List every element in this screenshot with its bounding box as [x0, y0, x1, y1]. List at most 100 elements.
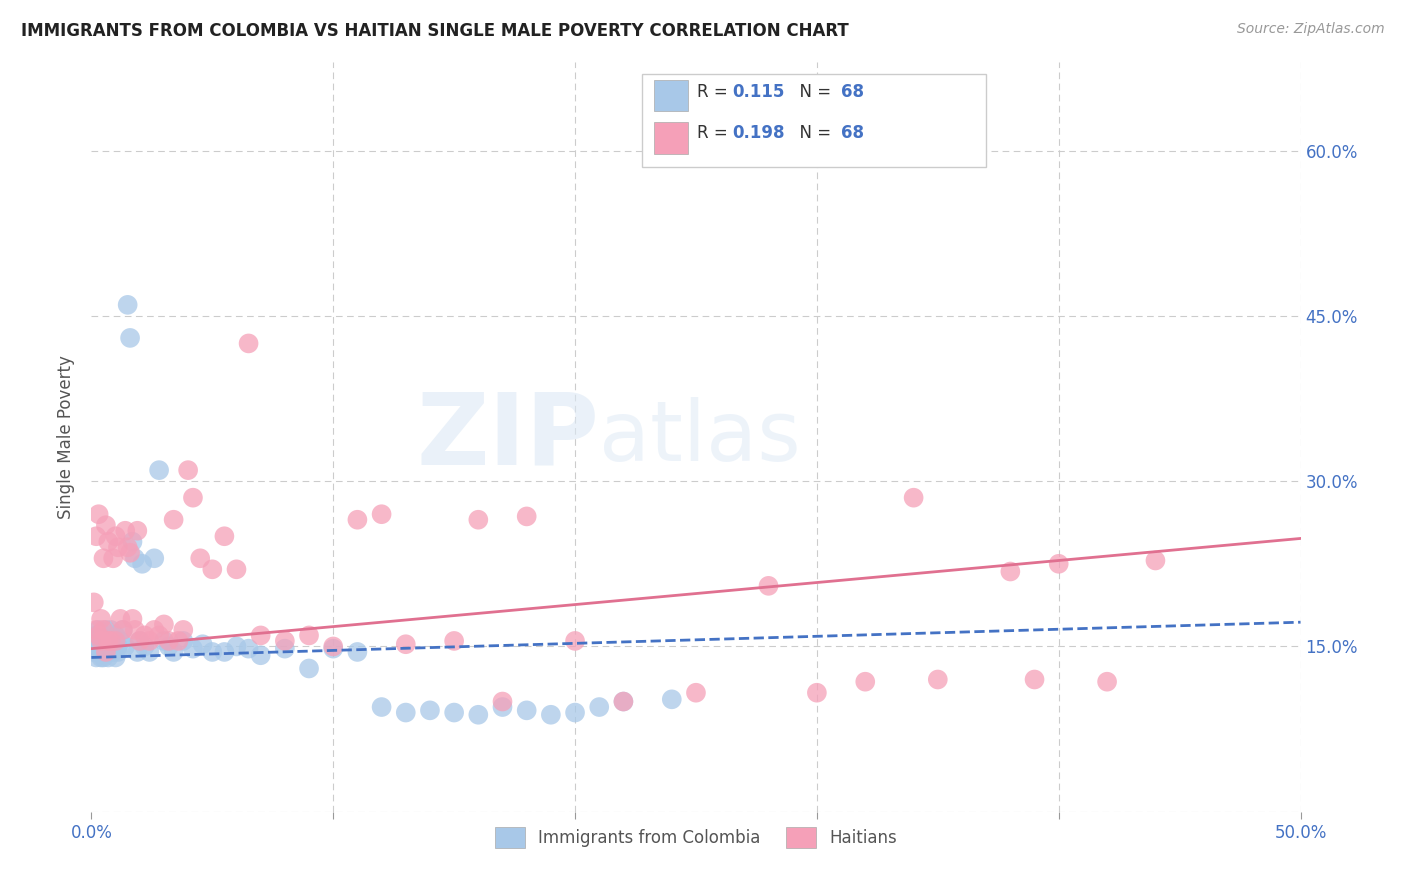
- Point: [87, 628, 110, 642]
- Point: [104, 634, 127, 648]
- Point: [143, 623, 166, 637]
- Point: [117, 541, 139, 555]
- Point: [117, 298, 139, 312]
- Text: 0.115: 0.115: [733, 84, 785, 102]
- Point: [516, 703, 538, 717]
- Point: [927, 673, 949, 687]
- Point: [124, 623, 146, 637]
- Point: [491, 700, 513, 714]
- Point: [346, 645, 368, 659]
- Point: [1000, 565, 1022, 579]
- Point: [201, 562, 224, 576]
- Point: [516, 509, 538, 524]
- Point: [83, 595, 105, 609]
- Point: [612, 694, 634, 708]
- Point: [238, 336, 260, 351]
- Point: [84, 650, 107, 665]
- Point: [1047, 557, 1070, 571]
- Point: [274, 634, 297, 648]
- Point: [101, 634, 124, 648]
- Point: [107, 645, 129, 659]
- Point: [107, 541, 129, 555]
- Point: [853, 674, 876, 689]
- Point: [107, 640, 129, 654]
- Point: [249, 628, 271, 642]
- Point: [167, 634, 190, 648]
- Point: [274, 641, 297, 656]
- Text: ZIP: ZIP: [416, 389, 599, 485]
- Point: [128, 634, 150, 648]
- Point: [127, 645, 149, 659]
- Point: [370, 700, 392, 714]
- Point: [214, 529, 236, 543]
- Point: [1144, 553, 1167, 567]
- Point: [84, 628, 107, 642]
- Point: [114, 524, 136, 538]
- Point: [110, 634, 132, 648]
- Text: atlas: atlas: [599, 397, 801, 477]
- Point: [540, 707, 562, 722]
- Point: [162, 513, 184, 527]
- Legend: Immigrants from Colombia, Haitians: Immigrants from Colombia, Haitians: [486, 819, 905, 855]
- Point: [903, 491, 925, 505]
- Point: [111, 623, 134, 637]
- Y-axis label: Single Male Poverty: Single Male Poverty: [58, 355, 76, 519]
- Point: [1095, 674, 1118, 689]
- Point: [120, 546, 142, 560]
- Text: R =: R =: [697, 84, 733, 102]
- Point: [90, 628, 112, 642]
- Text: N =: N =: [789, 84, 837, 102]
- Text: R =: R =: [697, 124, 733, 142]
- Point: [87, 645, 110, 659]
- Point: [134, 640, 156, 654]
- Point: [564, 634, 586, 648]
- Point: [661, 692, 683, 706]
- Point: [153, 617, 176, 632]
- Point: [238, 641, 260, 656]
- Point: [138, 645, 160, 659]
- Point: [93, 634, 115, 648]
- FancyBboxPatch shape: [654, 79, 688, 112]
- Point: [90, 634, 112, 648]
- Point: [162, 645, 184, 659]
- Point: [100, 623, 122, 637]
- Point: [121, 612, 143, 626]
- Point: [94, 640, 117, 654]
- Point: [87, 634, 110, 648]
- Point: [94, 623, 117, 637]
- Point: [298, 628, 321, 642]
- Point: [467, 513, 489, 527]
- Text: Source: ZipAtlas.com: Source: ZipAtlas.com: [1237, 22, 1385, 37]
- Point: [143, 551, 166, 566]
- Point: [94, 645, 117, 659]
- Point: [97, 634, 120, 648]
- Point: [588, 700, 610, 714]
- Point: [685, 686, 707, 700]
- Point: [101, 645, 124, 659]
- Point: [191, 637, 214, 651]
- Point: [443, 634, 465, 648]
- Point: [172, 623, 194, 637]
- Point: [346, 513, 368, 527]
- Point: [491, 694, 513, 708]
- Point: [298, 661, 321, 675]
- Point: [612, 694, 634, 708]
- Point: [467, 707, 489, 722]
- Point: [104, 650, 127, 665]
- Point: [93, 551, 115, 566]
- Point: [93, 645, 115, 659]
- Point: [950, 121, 973, 136]
- Point: [177, 463, 200, 477]
- Point: [322, 641, 344, 656]
- Point: [138, 634, 160, 648]
- Point: [153, 634, 176, 648]
- Point: [84, 623, 107, 637]
- Point: [90, 612, 112, 626]
- Point: [110, 612, 132, 626]
- Point: [134, 628, 156, 642]
- Point: [87, 623, 110, 637]
- FancyBboxPatch shape: [654, 122, 688, 153]
- FancyBboxPatch shape: [641, 74, 986, 168]
- Point: [188, 551, 211, 566]
- Point: [322, 640, 344, 654]
